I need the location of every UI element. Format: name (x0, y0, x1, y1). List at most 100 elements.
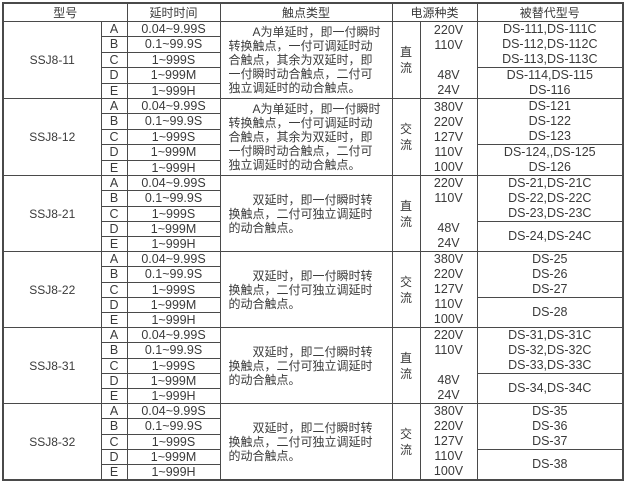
voltage-cell: 220V 110V 48V 24V (419, 327, 478, 404)
replaced-model-item: DS-23,DS-23C (508, 206, 592, 220)
power-kind-char: 流 (400, 290, 413, 305)
replaced-model-item: DS-112,DS-112C (502, 37, 598, 51)
model-cell: SSJ8-12 (2, 98, 102, 176)
variant-letter: D (100, 67, 128, 84)
voltage-cell: 380V 220V 127V 110V 100V (419, 251, 478, 328)
delay-time: 0.04~9.99S (126, 20, 221, 38)
voltage-item: 380V (433, 252, 464, 267)
voltage-cell: 380V 220V 127V 110V 100V (419, 403, 478, 481)
replaced-models-cell: DS-25 DS-26 DS-27 (476, 251, 624, 298)
delay-time: 1~999H (126, 464, 221, 481)
replaced-models-cell: DS-111,DS-111C DS-112,DS-112C DS-113,DS-… (476, 21, 624, 68)
voltage-item: 127V (433, 434, 464, 448)
delay-time: 1~999S (126, 205, 221, 223)
table-row: C 1~999S (3, 357, 623, 375)
table-row: E 1~999H (3, 159, 623, 176)
voltage-item: 100V (433, 159, 464, 174)
delay-time: 0.04~9.99S (126, 402, 221, 420)
voltage-item: 110V (434, 37, 463, 52)
replaced-model-item: DS-122 (528, 114, 571, 128)
voltage-item: 24V (437, 82, 460, 97)
variant-letter: A (100, 174, 128, 192)
voltage-item: 24V (437, 388, 460, 402)
voltage-item: 110V (434, 343, 463, 357)
delay-time: 0.04~9.99S (126, 97, 221, 115)
table-row: B 0.1~99.9S (3, 113, 623, 130)
table-row: C 1~999S (3, 128, 623, 146)
variant-letter: C (100, 357, 128, 375)
header-contact-type: 触点类型 (219, 2, 393, 22)
variant-letter: E (100, 464, 128, 481)
header-replaced-model: 被替代型号 (476, 2, 624, 22)
table-row: C 1~999S (3, 281, 623, 299)
contact-type-text: 双延时，即一付瞬时转换触点，二付可独立调延时的动合触点。 (228, 268, 373, 311)
variant-letter: B (100, 113, 128, 130)
voltage-item: 220V (433, 267, 464, 281)
delay-time: 1~999M (126, 144, 221, 161)
table-row: SSJ8-31 A 0.04~9.99S 双延时，即二付瞬时转换触点，二付可独立… (2, 326, 624, 404)
voltage-item: 220V (433, 176, 464, 191)
table-row: SSJ8-12 A 0.04~9.99S A为单延时，即一付瞬时转换触点，一付可… (2, 97, 624, 176)
table-row: SSJ8-32 A 0.04~9.99S 双延时，即二付瞬时转换触点，二付可独立… (2, 402, 624, 481)
variant-letter: A (100, 402, 128, 420)
variant-letter: B (100, 342, 128, 359)
contact-type-cell: 双延时，即一付瞬时转换触点，二付可独立调延时的动合触点。 (219, 251, 393, 328)
voltage-item: 127V (433, 129, 464, 144)
variant-letter: B (100, 190, 128, 207)
variant-letter: C (100, 128, 128, 146)
power-kind-cell: 直 流 (391, 21, 421, 99)
replaced-models-cell: DS-124,,DS-125 DS-126 (476, 144, 624, 176)
voltage-item: 110V (434, 191, 463, 205)
power-kind-char: 流 (400, 61, 413, 75)
variant-letter: E (100, 236, 128, 252)
contact-type-text: 双延时，即二付瞬时转换触点，二付可独立调延时的动合触点。 (228, 420, 373, 463)
power-kind-cell: 交 流 (391, 403, 421, 481)
power-kind-cell: 直 流 (391, 175, 421, 252)
delay-time: 1~999S (126, 433, 221, 451)
replaced-models-cell: DS-31,DS-31C DS-32,DS-32C DS-33,DS-33C (476, 327, 624, 374)
variant-letter: B (100, 266, 128, 283)
delay-time: 0.1~99.9S (126, 418, 221, 435)
delay-time: 1~999M (126, 221, 221, 237)
variant-letter: D (100, 144, 128, 161)
voltage-item (421, 358, 476, 373)
replaced-model-item: DS-124,,DS-125 (503, 145, 596, 160)
contact-type-text: A为单延时，即一付瞬时转换触点，一付可调延时动合触点，其余为双延时，即一付瞬时动… (228, 25, 381, 95)
voltage-item: 100V (433, 464, 464, 478)
voltage-item: 220V (433, 419, 464, 433)
contact-type-cell: A为单延时，即一付瞬时转换触点，一付可调延时动合触点，其余为双延时，即一付瞬时动… (219, 98, 393, 176)
power-kind-char: 交 (400, 274, 413, 289)
replaced-model-item: DS-116 (529, 83, 571, 97)
delay-time: 1~999H (126, 236, 221, 252)
variant-letter: C (100, 205, 128, 223)
power-kind-cell: 交 流 (391, 251, 421, 328)
replaced-model-item: DS-37 (532, 434, 568, 448)
contact-type-cell: A为单延时，即一付瞬时转换触点，一付可调延时动合触点，其余为双延时，即一付瞬时动… (219, 21, 393, 99)
power-kind-char: 直 (400, 350, 413, 365)
voltage-item: 220V (433, 114, 464, 129)
table-row: C 1~999S (3, 433, 623, 451)
power-kind-char: 直 (400, 198, 413, 213)
power-kind-cell: 交 流 (391, 98, 421, 176)
contact-type-cell: 双延时，即二付瞬时转换触点，二付可独立调延时的动合触点。 (219, 327, 393, 404)
variant-letter: A (100, 20, 128, 38)
replaced-model-item: DS-33,DS-33C (508, 358, 592, 372)
delay-time: 0.1~99.9S (126, 113, 221, 130)
variant-letter: B (100, 418, 128, 435)
table-row: D 1~999M DS-114,DS-115 DS-116 (3, 67, 624, 99)
variant-letter: D (100, 221, 128, 237)
replaced-models-cell: DS-24,DS-24C (476, 221, 624, 252)
contact-type-text: A为单延时，即一付瞬时转换触点，一付可调延时动合触点，其余为双延时，即一付瞬时动… (228, 102, 381, 172)
voltage-item (421, 53, 476, 68)
voltage-item: 110V (434, 144, 463, 159)
power-kind-char: 流 (400, 138, 413, 152)
voltage-item: 48V (437, 373, 460, 387)
variant-letter: D (100, 373, 128, 389)
variant-letter: D (100, 449, 128, 465)
contact-type-cell: 双延时，即二付瞬时转换触点，二付可独立调延时的动合触点。 (219, 403, 393, 481)
voltage-item: 110V (434, 297, 463, 311)
variant-letter: C (100, 281, 128, 299)
delay-time: 1~999H (126, 312, 221, 328)
replaced-models-cell: DS-34,DS-34C (476, 373, 624, 404)
table-row: SSJ8-21 A 0.04~9.99S 双延时，即一付瞬时转换触点，二付可独立… (2, 174, 624, 252)
